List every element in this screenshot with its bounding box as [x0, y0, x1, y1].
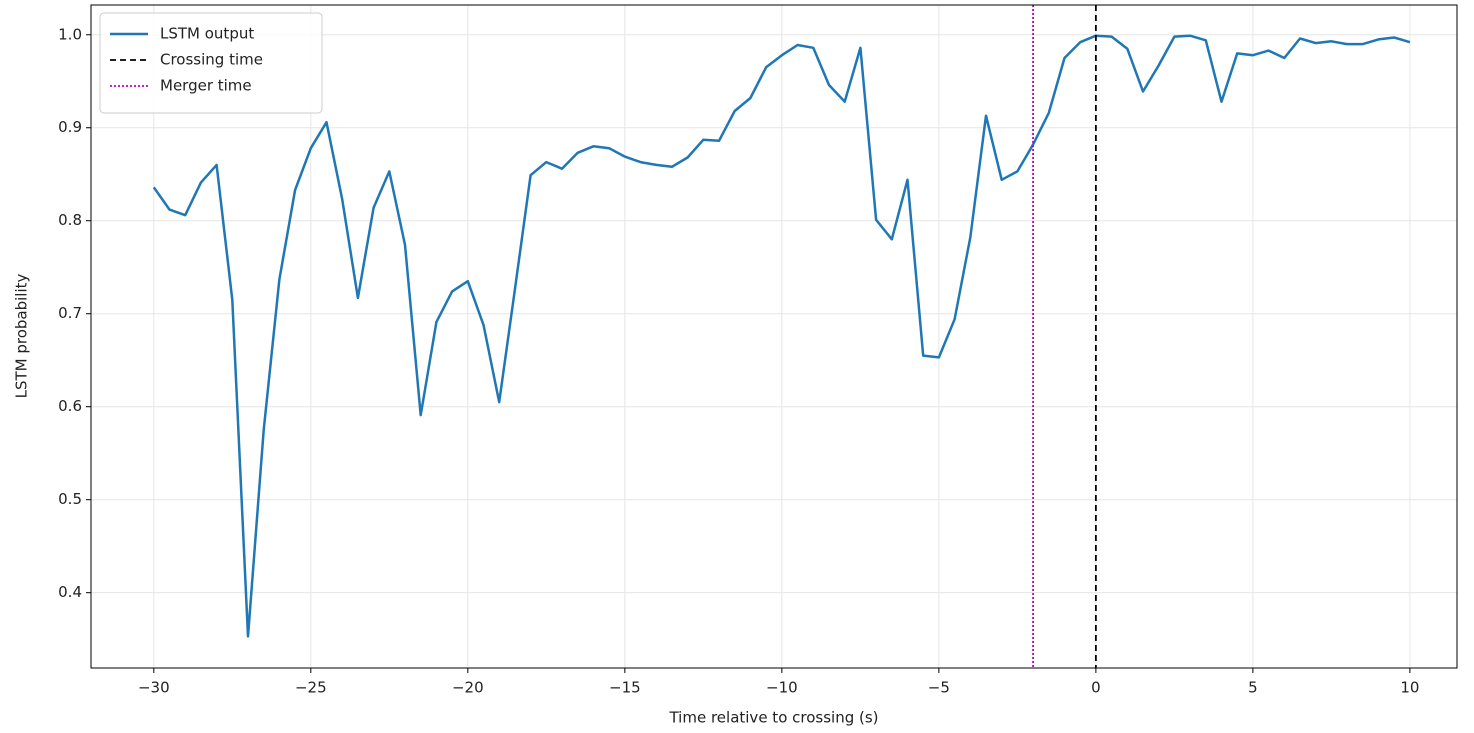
x-tick-label: 0	[1091, 679, 1101, 697]
x-tick-label: −20	[452, 679, 484, 697]
x-tick-label: −25	[295, 679, 327, 697]
legend-label: Merger time	[160, 77, 252, 95]
y-tick-label: 0.6	[58, 397, 82, 415]
x-axis-label: Time relative to crossing (s)	[668, 709, 878, 727]
x-tick-label: −10	[766, 679, 798, 697]
legend-label: Crossing time	[160, 51, 263, 69]
y-tick-label: 0.9	[58, 118, 82, 136]
y-axis-label: LSTM probability	[13, 273, 31, 398]
data-line	[152, 34, 1411, 638]
x-tick-label: −15	[609, 679, 641, 697]
y-tick-label: 0.4	[58, 583, 82, 601]
x-tick-label: −30	[138, 679, 170, 697]
legend-label: LSTM output	[160, 25, 254, 43]
x-tick-label: 10	[1400, 679, 1419, 697]
y-tick-label: 0.8	[58, 211, 82, 229]
x-tick-label: 5	[1248, 679, 1258, 697]
y-tick-label: 1.0	[58, 25, 82, 43]
x-tick-label: −5	[928, 679, 950, 697]
y-tick-label: 0.7	[58, 304, 82, 322]
plot-frame	[90, 4, 1458, 669]
y-tick-label: 0.5	[58, 490, 82, 508]
legend-box	[99, 12, 323, 114]
